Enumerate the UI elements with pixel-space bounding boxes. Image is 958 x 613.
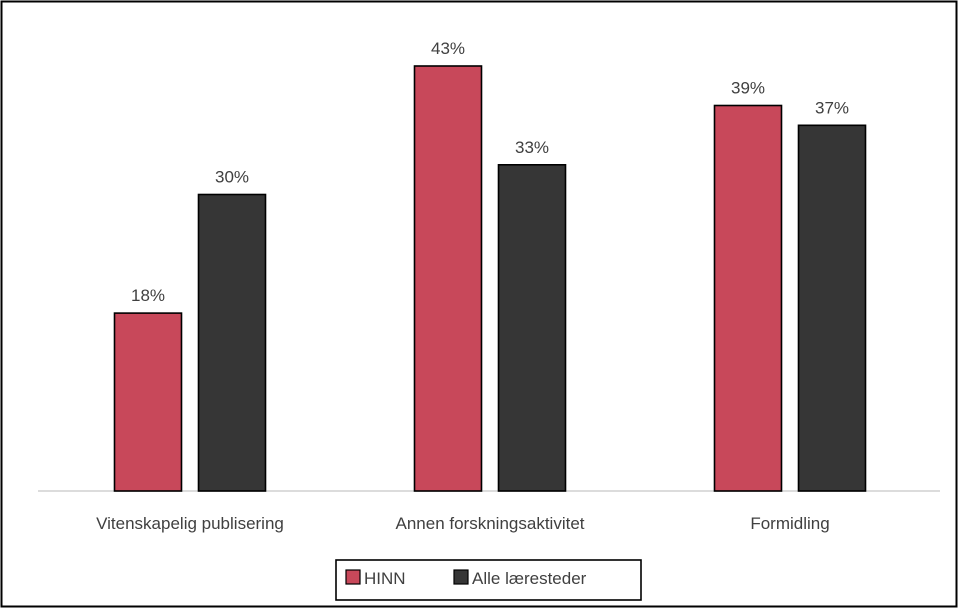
legend-label-alle-laeresteder: Alle læresteder (472, 569, 587, 588)
legend-swatch-alle-laeresteder (453, 569, 469, 585)
bar-alle-læresteder-formidling (797, 124, 867, 492)
legend-swatch-hinn (345, 569, 361, 585)
bar-hinn-formidling (713, 104, 783, 492)
data-label-alle-læresteder-formidling: 37% (815, 98, 849, 117)
data-label-hinn-vitenskapelig-publisering: 18% (131, 286, 165, 305)
data-label-alle-læresteder-vitenskapelig-publisering: 30% (215, 168, 249, 187)
data-label-alle-læresteder-annen-forskningsaktivitet: 33% (515, 138, 549, 157)
category-labels-layer: Vitenskapelig publisering Annen forskning… (96, 514, 830, 533)
data-label-hinn-formidling: 39% (731, 79, 765, 98)
legend-box (335, 559, 642, 601)
category-label-annen-forskningsaktivitet: Annen forskningsaktivitet (396, 514, 585, 533)
legend: HINN Alle læresteder (335, 559, 642, 601)
bar-alle-læresteder-annen-forskningsaktivitet (497, 164, 567, 492)
category-label-formidling: Formidling (750, 514, 829, 533)
data-label-hinn-annen-forskningsaktivitet: 43% (431, 39, 465, 58)
bar-hinn-vitenskapelig-publisering (113, 312, 183, 492)
data-labels-layer: 18% 43% 39% 30% 33% 37% (131, 39, 849, 305)
bars-layer (113, 65, 867, 492)
legend-label-hinn: HINN (364, 569, 406, 588)
bar-alle-læresteder-vitenskapelig-publisering (197, 193, 267, 492)
category-label-vitenskapelig-publisering: Vitenskapelig publisering (96, 514, 284, 533)
bar-hinn-annen-forskningsaktivitet (413, 65, 483, 492)
